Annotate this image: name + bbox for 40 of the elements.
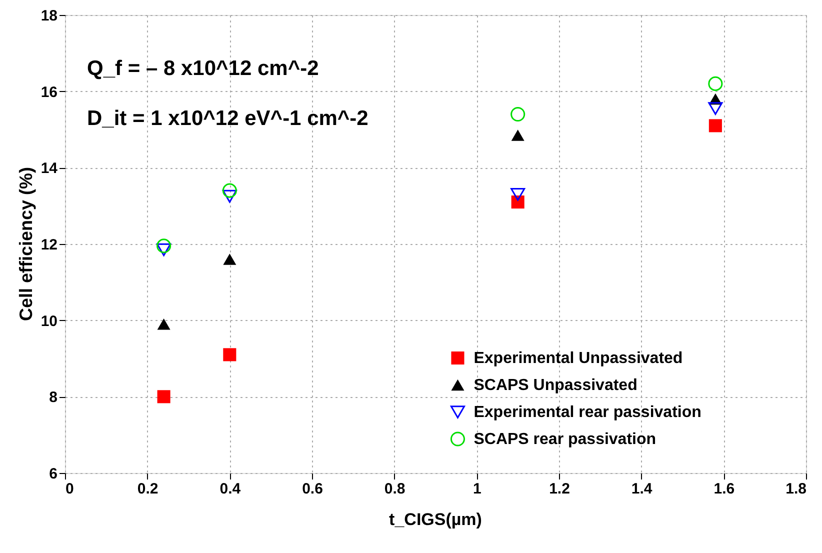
x-tick-label: 0.8 [384,480,406,498]
point [708,119,722,132]
point [156,238,172,254]
x-tick-label: 0 [66,480,74,498]
y-axis-title: Cell efficiency (%) [16,166,36,322]
point [511,196,524,209]
point [222,190,237,203]
legend-label: Experimental Unpassivated [474,350,683,367]
y-tick-label: 8 [49,389,58,406]
x-tick-label: 1.8 [786,480,806,498]
point [510,106,526,122]
legend-label: SCAPS Unpassivated [474,377,638,394]
x-tick-label: 1.2 [549,480,570,498]
x-tick-label: 0.2 [137,480,158,498]
point [708,102,723,115]
x-tick-label: 1 [472,480,482,498]
point [223,254,236,265]
y-tick-label: 14 [40,160,58,178]
point [511,130,524,141]
x-tick-label: 1.4 [631,480,653,498]
legend-label: Experimental rear passivation [474,404,702,421]
x-tick-label: 0.6 [302,480,323,498]
point [510,188,526,201]
x-tick-label: 0.4 [220,480,242,498]
y-tick-label: 10 [40,312,58,330]
point [157,390,170,404]
y-tick-label: 6 [49,466,58,482]
y-tick-label: 12 [40,236,58,254]
x-axis-title: t_CIGS(µm) [389,510,482,529]
point [157,318,170,330]
y-tick-label: 16 [40,84,58,101]
annotation: D_it = 1 x10^12 eV^-1 cm^-2 [87,107,368,130]
point [156,243,172,256]
point [708,76,723,91]
x-tick-label: 1.6 [714,480,735,498]
legend-label: SCAPS rear passivation [474,431,656,448]
annotation: Q_f = – 8 x10^12 cm^-2 [87,57,319,80]
point [222,183,237,198]
point [223,348,236,362]
y-tick-label: 18 [40,8,58,24]
